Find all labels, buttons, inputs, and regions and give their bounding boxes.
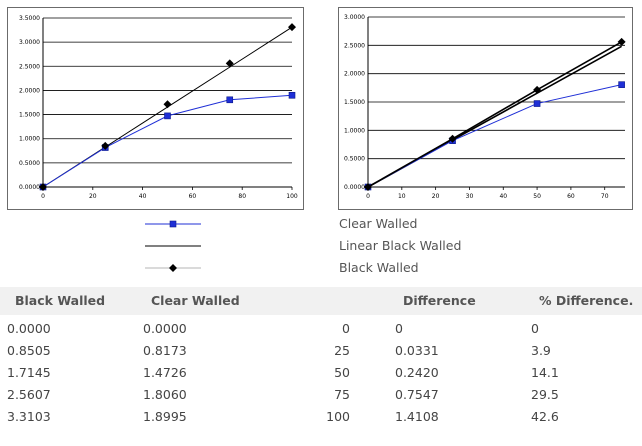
data-point-clear-walled bbox=[288, 91, 296, 99]
x-tick-label: 60 bbox=[189, 193, 197, 200]
data-point-black-walled bbox=[101, 141, 110, 150]
table-row: 1.7145 1.4726 50 0.2420 14.1 bbox=[0, 362, 642, 384]
x-tick-label: 30 bbox=[466, 193, 474, 200]
table-row: 2.5607 1.8060 75 0.7547 29.5 bbox=[0, 384, 642, 406]
x-tick-label: 20 bbox=[89, 193, 97, 200]
header-black-walled: Black Walled bbox=[15, 293, 106, 308]
y-tick-label: 3.0000 bbox=[344, 14, 365, 21]
cell-difference: 0.2420 bbox=[395, 365, 439, 380]
y-tick-label: 1.0000 bbox=[344, 127, 365, 134]
data-point-black-walled bbox=[448, 134, 457, 143]
series-line-clear-walled bbox=[42, 94, 293, 188]
cell-black-walled: 3.3103 bbox=[7, 409, 51, 424]
table-row: 0.0000 0.0000 0 0 0 bbox=[0, 318, 642, 340]
cell-black-walled: 1.7145 bbox=[7, 365, 51, 380]
cell-x-value: 100 bbox=[326, 409, 350, 424]
cell-black-walled: 0.0000 bbox=[7, 321, 51, 336]
cell-percent-difference: 3.9 bbox=[531, 343, 551, 358]
header-difference: Difference bbox=[403, 293, 476, 308]
cell-difference: 0.0331 bbox=[395, 343, 439, 358]
y-tick-label: 2.5000 bbox=[19, 63, 40, 70]
y-tick-label: 0.5000 bbox=[19, 160, 40, 167]
header-clear-walled: Clear Walled bbox=[151, 293, 240, 308]
cell-clear-walled: 0.8173 bbox=[143, 343, 187, 358]
y-tick-label: 0.0000 bbox=[344, 184, 365, 191]
legend-swatch-clear-walled bbox=[145, 220, 201, 228]
cell-percent-difference: 0 bbox=[531, 321, 539, 336]
cell-percent-difference: 42.6 bbox=[531, 409, 559, 424]
table-header: Black Walled Clear Walled Difference % D… bbox=[0, 287, 642, 315]
legend-label-linear-black-walled: Linear Black Walled bbox=[339, 238, 462, 253]
table-row: 0.8505 0.8173 25 0.0331 3.9 bbox=[0, 340, 642, 362]
diamond-icon bbox=[169, 264, 177, 272]
y-tick-label: 0.5000 bbox=[344, 156, 365, 163]
y-tick-label: 2.0000 bbox=[344, 71, 365, 78]
series-line-clear-walled bbox=[367, 84, 622, 188]
x-tick-label: 80 bbox=[238, 193, 246, 200]
data-point-black-walled bbox=[364, 183, 372, 191]
header-percent-difference: % Difference. bbox=[539, 293, 634, 308]
series-line-black-walled bbox=[367, 41, 623, 188]
x-tick-label: 100 bbox=[286, 193, 298, 200]
cell-black-walled: 2.5607 bbox=[7, 387, 51, 402]
x-tick-label: 50 bbox=[533, 193, 541, 200]
y-tick-label: 3.0000 bbox=[19, 39, 40, 46]
x-tick-label: 70 bbox=[601, 193, 609, 200]
cell-x-value: 75 bbox=[334, 387, 350, 402]
data-point-clear-walled bbox=[164, 112, 171, 120]
cell-x-value: 50 bbox=[334, 365, 350, 380]
legend-item-black-walled: Black Walled bbox=[0, 257, 642, 279]
y-tick-label: 1.5000 bbox=[19, 112, 40, 119]
x-tick-label: 60 bbox=[567, 193, 575, 200]
data-point-clear-walled bbox=[533, 100, 541, 107]
cell-clear-walled: 0.0000 bbox=[143, 321, 187, 336]
chart-right-svg: 0.0000 0.5000 1.0000 1.5000 2.0000 2.5000 3.00… bbox=[344, 14, 626, 200]
cell-percent-difference: 29.5 bbox=[531, 387, 559, 402]
legend-label-black-walled: Black Walled bbox=[339, 260, 419, 275]
y-tick-label: 3.5000 bbox=[19, 15, 40, 22]
legend-swatch-linear-black-walled bbox=[145, 245, 201, 247]
cell-clear-walled: 1.8060 bbox=[143, 387, 187, 402]
x-tick-label: 40 bbox=[139, 193, 147, 200]
legend-label-clear-walled: Clear Walled bbox=[339, 216, 418, 231]
y-tick-label: 1.0000 bbox=[19, 136, 40, 143]
data-point-clear-walled bbox=[226, 96, 234, 104]
cell-clear-walled: 1.8995 bbox=[143, 409, 187, 424]
chart-right: 0.0000 0.5000 1.0000 1.5000 2.0000 2.5000 3.00… bbox=[338, 7, 633, 210]
x-tick-label: 20 bbox=[432, 193, 440, 200]
legend-item-clear-walled: Clear Walled bbox=[0, 213, 642, 235]
cell-x-value: 25 bbox=[334, 343, 350, 358]
x-tick-label: 0 bbox=[366, 193, 370, 200]
x-tick-label: 10 bbox=[398, 193, 406, 200]
y-tick-label: 2.5000 bbox=[344, 42, 365, 49]
data-point-black-walled bbox=[163, 100, 172, 109]
chart-left-svg: 0.0000 0.5000 1.0000 1.5000 2.0000 2.5000 3.00… bbox=[19, 15, 298, 200]
cell-clear-walled: 1.4726 bbox=[143, 365, 187, 380]
cell-black-walled: 0.8505 bbox=[7, 343, 51, 358]
cell-percent-difference: 14.1 bbox=[531, 365, 559, 380]
cell-difference: 1.4108 bbox=[395, 409, 439, 424]
y-tick-label: 1.5000 bbox=[344, 99, 365, 106]
legend-swatch-black-walled bbox=[145, 264, 201, 272]
data-point-black-walled bbox=[288, 23, 296, 32]
y-tick-label: 2.0000 bbox=[19, 87, 40, 94]
cell-x-value: 0 bbox=[342, 321, 350, 336]
x-tick-label: 40 bbox=[499, 193, 507, 200]
data-point-black-walled bbox=[617, 37, 626, 46]
data-point-black-walled bbox=[533, 85, 542, 94]
square-icon bbox=[169, 220, 177, 228]
data-point-black-walled bbox=[39, 183, 47, 191]
cell-difference: 0 bbox=[395, 321, 403, 336]
legend-item-linear-black-walled: Linear Black Walled bbox=[0, 235, 642, 257]
table-row: 3.3103 1.8995 100 1.4108 42.6 bbox=[0, 406, 642, 428]
y-tick-label: 0.0000 bbox=[19, 184, 40, 191]
cell-difference: 0.7547 bbox=[395, 387, 439, 402]
chart-left: 0.0000 0.5000 1.0000 1.5000 2.0000 2.5000 3.00… bbox=[7, 7, 304, 210]
data-point-clear-walled bbox=[618, 81, 625, 88]
x-tick-label: 0 bbox=[41, 193, 45, 200]
data-point-black-walled bbox=[225, 59, 234, 68]
